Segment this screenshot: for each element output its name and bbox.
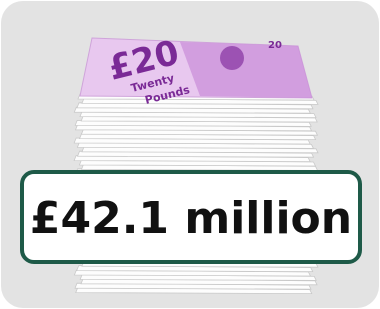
note-shade — [180, 42, 312, 98]
note-corner: 20 — [268, 40, 282, 51]
page: £20 20 Twenty Pounds £42.1 million (() =… — [0, 0, 380, 309]
infographic: £20 20 Twenty Pounds £42.1 million — [0, 0, 380, 309]
note-portrait — [220, 46, 244, 70]
amount-label: £42.1 million — [30, 193, 352, 244]
banknote: £20 20 Twenty Pounds — [80, 33, 312, 107]
